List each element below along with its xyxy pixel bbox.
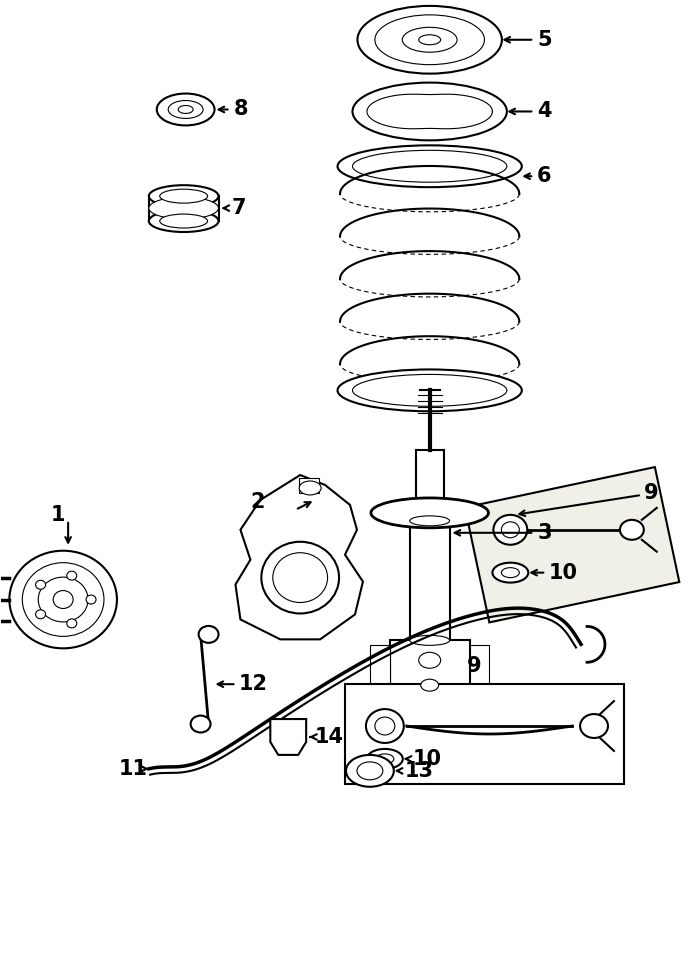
Ellipse shape [367, 749, 403, 769]
Text: 11: 11 [119, 759, 148, 778]
Text: 12: 12 [239, 675, 267, 694]
Bar [299, 478, 319, 493]
Ellipse shape [67, 571, 77, 580]
Ellipse shape [160, 189, 207, 203]
Ellipse shape [580, 714, 608, 738]
Ellipse shape [178, 106, 193, 113]
Ellipse shape [493, 515, 527, 545]
Ellipse shape [261, 542, 339, 613]
Ellipse shape [376, 754, 394, 764]
Ellipse shape [419, 35, 440, 45]
Bar [410, 521, 450, 640]
Ellipse shape [160, 214, 207, 228]
Ellipse shape [402, 27, 457, 52]
Text: 8: 8 [233, 100, 248, 119]
Ellipse shape [357, 762, 383, 779]
Ellipse shape [36, 610, 45, 619]
Text: 14: 14 [315, 727, 344, 747]
Ellipse shape [86, 595, 96, 604]
Ellipse shape [9, 551, 117, 649]
Text: 2: 2 [251, 492, 265, 512]
Text: 10: 10 [548, 562, 577, 582]
Text: 7: 7 [232, 198, 246, 218]
Ellipse shape [501, 522, 519, 538]
Polygon shape [235, 475, 363, 639]
Ellipse shape [36, 580, 45, 589]
Ellipse shape [352, 83, 507, 140]
Ellipse shape [371, 498, 489, 528]
Ellipse shape [199, 626, 218, 643]
Ellipse shape [501, 568, 519, 578]
Bar [470, 646, 489, 695]
Ellipse shape [38, 578, 88, 622]
Ellipse shape [419, 653, 440, 668]
Ellipse shape [352, 375, 507, 407]
Ellipse shape [338, 145, 522, 187]
Ellipse shape [22, 563, 104, 636]
Text: 9: 9 [644, 483, 658, 503]
Bar [345, 684, 624, 784]
Ellipse shape [149, 197, 218, 219]
Polygon shape [270, 719, 306, 755]
Ellipse shape [299, 481, 321, 495]
Ellipse shape [67, 619, 77, 628]
Ellipse shape [273, 553, 327, 603]
Text: 4: 4 [537, 102, 551, 121]
Ellipse shape [620, 520, 644, 540]
Ellipse shape [149, 210, 218, 232]
Ellipse shape [157, 93, 214, 126]
Ellipse shape [346, 755, 394, 787]
Ellipse shape [375, 717, 395, 735]
Ellipse shape [149, 185, 218, 207]
Ellipse shape [191, 716, 211, 732]
Ellipse shape [338, 369, 522, 411]
Ellipse shape [53, 591, 73, 608]
Text: 13: 13 [405, 761, 433, 781]
Ellipse shape [492, 563, 528, 582]
Polygon shape [465, 467, 679, 623]
Text: 10: 10 [413, 749, 442, 769]
Ellipse shape [421, 679, 438, 691]
Text: 1: 1 [51, 505, 66, 525]
Ellipse shape [168, 101, 203, 118]
Ellipse shape [410, 635, 450, 646]
Text: 6: 6 [537, 166, 551, 186]
Ellipse shape [352, 150, 507, 183]
Bar [390, 640, 470, 705]
Text: 9: 9 [467, 656, 482, 677]
Text: 5: 5 [537, 30, 552, 50]
Bar [370, 646, 390, 695]
Text: 3: 3 [537, 523, 551, 543]
Ellipse shape [366, 709, 403, 743]
Ellipse shape [375, 14, 484, 64]
Ellipse shape [357, 6, 502, 74]
Ellipse shape [410, 516, 450, 526]
